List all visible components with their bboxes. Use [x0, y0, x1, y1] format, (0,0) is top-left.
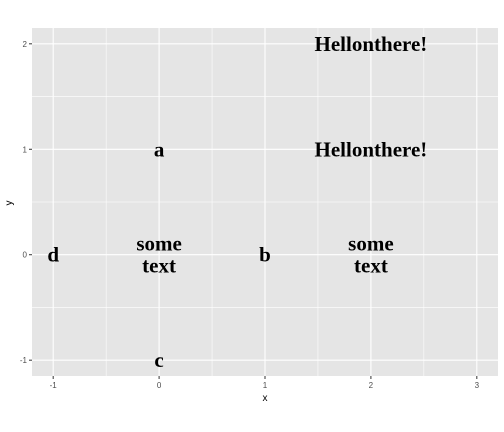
point-label: some text: [136, 232, 182, 278]
y-tick-label: 2: [23, 40, 28, 49]
point-label: Hellonthere!: [315, 32, 428, 56]
point-label: d: [47, 243, 59, 267]
y-tick-labels: -1 0 1 2: [20, 40, 28, 365]
point-labels: d a some text c b Hellonthere! Hellonthere! some…: [47, 32, 427, 372]
y-tick-label: 1: [23, 145, 28, 154]
x-axis-title: x: [263, 393, 268, 404]
grid-major: [32, 28, 498, 376]
point-label: Hellonthere!: [315, 137, 428, 161]
x-tick-labels: -1 0 1 2 3: [50, 381, 480, 390]
x-tick-label: 0: [157, 381, 162, 390]
x-tick-label: 3: [475, 381, 480, 390]
y-tick-label: 0: [23, 251, 28, 260]
point-label: b: [259, 243, 271, 267]
y-axis-title: y: [4, 201, 15, 206]
point-label: a: [154, 137, 165, 161]
x-tick-label: 1: [263, 381, 268, 390]
point-label: some text: [348, 232, 394, 278]
axis-ticks: [29, 43, 478, 379]
x-tick-label: 2: [369, 381, 374, 390]
x-tick-label: -1: [50, 381, 58, 390]
point-label: c: [154, 348, 163, 372]
y-tick-label: -1: [20, 356, 28, 365]
